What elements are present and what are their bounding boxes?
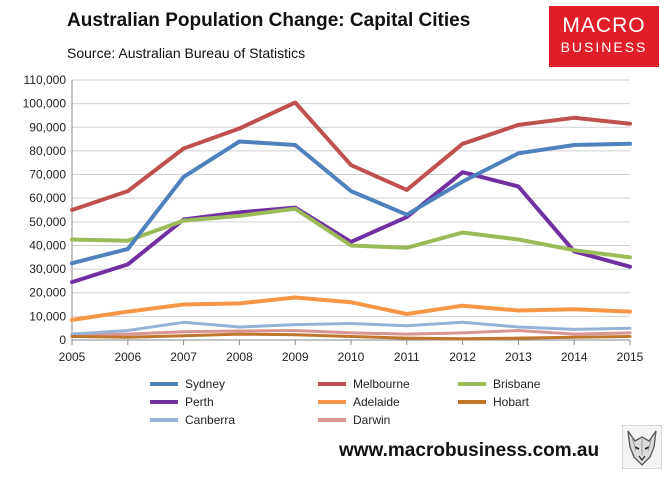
legend-label-sydney: Sydney: [185, 377, 225, 391]
y-tick-label: 100,000: [23, 97, 67, 111]
y-tick-label: 90,000: [29, 120, 66, 134]
legend-label-perth: Perth: [185, 395, 214, 409]
macro-business-logo[interactable]: MACRO BUSINESS: [549, 6, 659, 67]
legend-label-adelaide: Adelaide: [353, 395, 400, 409]
x-tick-label: 2006: [114, 350, 141, 364]
x-tick-label: 2015: [617, 350, 644, 364]
y-tick-label: 60,000: [29, 191, 66, 205]
series-line-perth: [70, 170, 632, 285]
wolf-icon: [622, 425, 662, 469]
legend-label-melbourne: Melbourne: [353, 377, 410, 391]
legend-label-darwin: Darwin: [353, 413, 390, 427]
series-line-adelaide: [70, 295, 632, 322]
chart-title: Australian Population Change: Capital Ci…: [67, 10, 471, 31]
x-tick-label: 2005: [59, 350, 86, 364]
series-line-brisbane: [70, 206, 632, 260]
series-line-hobart: [70, 332, 632, 341]
logo-line-1: MACRO: [562, 14, 646, 37]
x-tick-label: 2010: [338, 350, 365, 364]
y-tick-label: 10,000: [29, 309, 66, 323]
x-tick-label: 2012: [449, 350, 476, 364]
y-tick-label: 40,000: [29, 238, 66, 252]
series-line-darwin: [70, 329, 632, 337]
legend-label-brisbane: Brisbane: [493, 377, 541, 391]
legend-label-hobart: Hobart: [493, 395, 530, 409]
series-line-canberra: [70, 320, 632, 336]
x-tick-label: 2007: [170, 350, 197, 364]
chart-source: Source: Australian Bureau of Statistics: [67, 45, 306, 61]
y-tick-label: 0: [59, 333, 66, 347]
x-tick-label: 2008: [226, 350, 253, 364]
series-line-sydney: [70, 139, 632, 266]
x-tick-label: 2011: [394, 350, 420, 364]
series-line-melbourne: [70, 100, 632, 212]
footer-url[interactable]: www.macrobusiness.com.au: [339, 440, 600, 461]
y-tick-label: 80,000: [29, 144, 66, 158]
y-tick-label: 20,000: [29, 286, 66, 300]
y-tick-label: 50,000: [29, 215, 66, 229]
logo-line-2: BUSINESS: [560, 39, 648, 55]
x-tick-label: 2013: [505, 350, 532, 364]
y-tick-label: 110,000: [24, 73, 67, 87]
y-tick-label: 70,000: [29, 168, 66, 182]
x-tick-label: 2009: [282, 350, 309, 364]
y-tick-label: 30,000: [29, 262, 66, 276]
legend-label-canberra: Canberra: [185, 413, 235, 427]
x-tick-label: 2014: [561, 350, 588, 364]
